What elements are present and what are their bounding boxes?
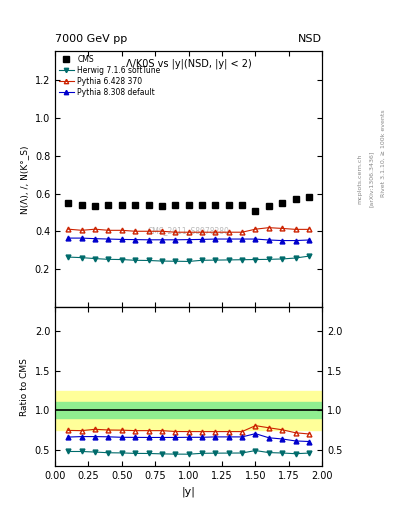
Pythia 6.428 370 [146,228,151,234]
Herwig 7.1.6 softTune [173,258,178,264]
Pythia 8.308 default [186,237,191,243]
Text: NSD: NSD [298,33,322,44]
CMS [160,203,164,209]
CMS [200,202,204,208]
Herwig 7.1.6 softTune [213,257,218,263]
Herwig 7.1.6 softTune [240,257,244,263]
CMS [173,202,178,208]
CMS [307,194,311,200]
Pythia 6.428 370 [119,227,124,233]
Pythia 8.308 default [173,237,178,243]
CMS [119,202,124,208]
Herwig 7.1.6 softTune [66,254,71,260]
Herwig 7.1.6 softTune [253,257,258,263]
Pythia 8.308 default [253,236,258,242]
Pythia 6.428 370 [173,229,178,236]
Pythia 8.308 default [66,235,71,241]
Text: Rivet 3.1.10, ≥ 100k events: Rivet 3.1.10, ≥ 100k events [381,110,386,198]
CMS [146,202,151,208]
Text: mcplots.cern.ch: mcplots.cern.ch [357,154,362,204]
Pythia 8.308 default [79,235,84,241]
Herwig 7.1.6 softTune [280,256,285,262]
Pythia 8.308 default [200,237,204,243]
Herwig 7.1.6 softTune [226,257,231,263]
CMS [253,208,258,214]
Pythia 8.308 default [119,237,124,243]
CMS [213,202,218,208]
Text: [arXiv:1306.3436]: [arXiv:1306.3436] [369,151,374,207]
Pythia 6.428 370 [66,226,71,232]
Pythia 8.308 default [293,238,298,244]
CMS [66,200,71,206]
Pythia 6.428 370 [200,229,204,236]
Herwig 7.1.6 softTune [133,257,138,263]
Pythia 8.308 default [240,236,244,242]
Herwig 7.1.6 softTune [146,258,151,264]
Herwig 7.1.6 softTune [106,257,111,263]
Pythia 6.428 370 [93,226,97,232]
CMS [93,203,97,209]
Pythia 6.428 370 [133,228,138,234]
Pythia 8.308 default [226,236,231,242]
CMS [133,202,138,208]
Herwig 7.1.6 softTune [79,254,84,261]
CMS [79,202,84,208]
Herwig 7.1.6 softTune [200,257,204,263]
Y-axis label: Ratio to CMS: Ratio to CMS [20,358,29,416]
CMS [293,196,298,202]
Pythia 8.308 default [133,237,138,243]
Line: Pythia 6.428 370: Pythia 6.428 370 [66,225,311,234]
Herwig 7.1.6 softTune [307,253,311,259]
Pythia 8.308 default [106,236,111,242]
Pythia 6.428 370 [280,225,285,231]
Herwig 7.1.6 softTune [186,259,191,265]
CMS [266,203,271,209]
Y-axis label: N(Λ), /, N(K°_S): N(Λ), /, N(K°_S) [20,145,29,214]
CMS [280,200,285,206]
Pythia 6.428 370 [253,226,258,232]
Pythia 6.428 370 [106,227,111,233]
Line: Herwig 7.1.6 softTune: Herwig 7.1.6 softTune [66,253,311,264]
Line: Pythia 8.308 default: Pythia 8.308 default [66,236,311,243]
Herwig 7.1.6 softTune [160,258,164,264]
Text: Λ/K0S vs |y|(NSD, |y| < 2): Λ/K0S vs |y|(NSD, |y| < 2) [126,59,252,70]
CMS [106,202,111,208]
Pythia 6.428 370 [307,226,311,232]
Herwig 7.1.6 softTune [93,255,97,262]
Pythia 6.428 370 [240,229,244,236]
Pythia 6.428 370 [79,227,84,233]
Text: CMS_2011_S8978280: CMS_2011_S8978280 [148,226,230,235]
Text: 7000 GeV pp: 7000 GeV pp [55,33,127,44]
Pythia 8.308 default [266,237,271,243]
Herwig 7.1.6 softTune [119,257,124,263]
Herwig 7.1.6 softTune [293,255,298,261]
Pythia 8.308 default [280,238,285,244]
CMS [186,202,191,208]
Pythia 6.428 370 [213,229,218,236]
Pythia 8.308 default [213,236,218,242]
Pythia 8.308 default [93,236,97,242]
Pythia 6.428 370 [186,229,191,236]
Pythia 8.308 default [160,237,164,243]
Pythia 6.428 370 [266,225,271,231]
CMS [226,202,231,208]
X-axis label: |y|: |y| [182,486,196,497]
Pythia 6.428 370 [226,229,231,236]
Pythia 8.308 default [307,237,311,243]
Pythia 6.428 370 [293,226,298,232]
CMS [240,202,244,208]
Pythia 6.428 370 [160,228,164,234]
Line: CMS: CMS [65,194,312,215]
Herwig 7.1.6 softTune [266,257,271,263]
Pythia 8.308 default [146,237,151,243]
Legend: CMS, Herwig 7.1.6 softTune, Pythia 6.428 370, Pythia 8.308 default: CMS, Herwig 7.1.6 softTune, Pythia 6.428… [57,53,162,98]
